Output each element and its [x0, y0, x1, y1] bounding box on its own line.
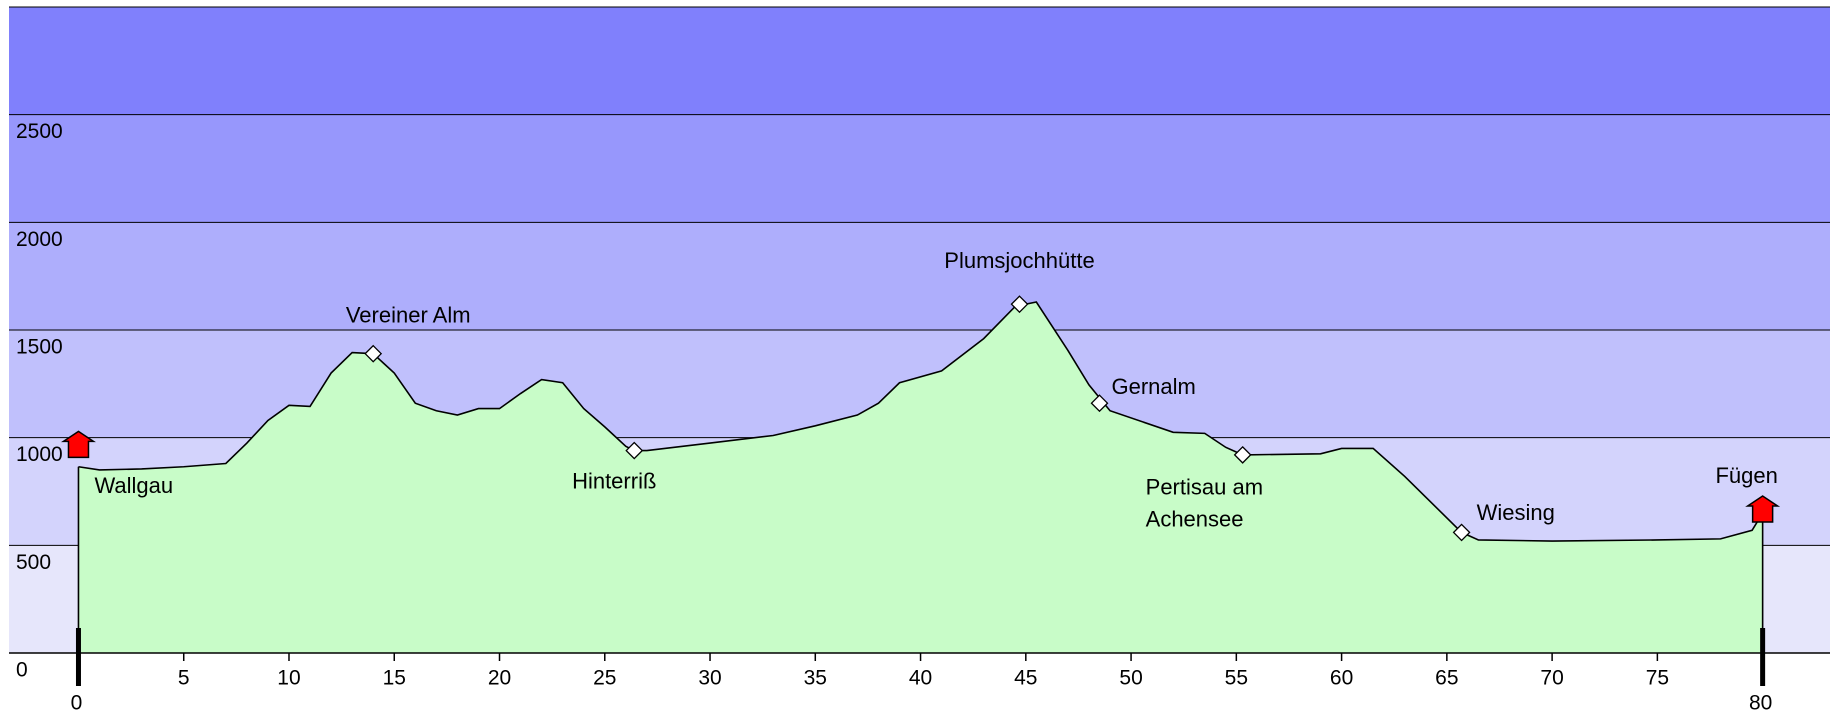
y-tick-label: 2000	[16, 228, 63, 251]
x-tick-label: 30	[698, 667, 721, 690]
waypoint-label: Gernalm	[1111, 374, 1195, 399]
diamond-marker	[1090, 394, 1109, 413]
waypoint-label: Plumsjochhütte	[944, 248, 1094, 273]
x-tick-label: 0	[71, 692, 83, 715]
x-tick-label: 20	[488, 667, 511, 690]
diamond-marker	[1452, 523, 1471, 542]
waypoint-label: Wallgau	[94, 473, 173, 498]
x-tick-label: 65	[1435, 667, 1458, 690]
x-tick-label: 50	[1119, 667, 1142, 690]
diamond-marker	[625, 441, 644, 460]
x-tick-label: 40	[909, 667, 932, 690]
x-tick-label: 75	[1646, 667, 1669, 690]
elevation-band	[9, 7, 1830, 115]
x-tick-label: 15	[383, 667, 406, 690]
x-tick-label: 45	[1014, 667, 1037, 690]
x-tick-label: 35	[804, 667, 827, 690]
diamond-marker	[364, 344, 383, 363]
x-tick-label: 60	[1330, 667, 1353, 690]
waypoint-label: Pertisau am	[1146, 475, 1263, 500]
profile-line	[78, 301, 1764, 542]
x-tick-label: 5	[178, 667, 190, 690]
flag-marker	[1745, 495, 1781, 523]
diamond-marker	[1010, 295, 1029, 314]
x-tick-label: 55	[1225, 667, 1248, 690]
waypoint-label: Wiesing	[1477, 500, 1555, 525]
flag-marker	[60, 430, 96, 459]
x-tick-label: 70	[1540, 667, 1563, 690]
elevation-band	[9, 114, 1830, 223]
y-tick-label: 0	[16, 659, 28, 682]
waypoint-label: Hinterriß	[572, 468, 656, 493]
waypoint-label: Fügen	[1715, 463, 1777, 488]
y-tick-label: 2500	[16, 120, 63, 143]
y-tick-label: 500	[16, 551, 51, 574]
x-tick-label: 80	[1749, 692, 1772, 715]
waypoint-label: Achensee	[1146, 507, 1244, 532]
area-fill	[78, 302, 1763, 653]
y-tick-label: 1500	[16, 336, 63, 359]
diamond-marker	[1233, 445, 1252, 464]
y-tick-label: 1000	[16, 443, 63, 466]
x-tick-label: 10	[277, 667, 300, 690]
elevation-band	[9, 222, 1830, 330]
x-tick-label: 25	[593, 667, 616, 690]
waypoint-label: Vereiner Alm	[346, 302, 471, 327]
